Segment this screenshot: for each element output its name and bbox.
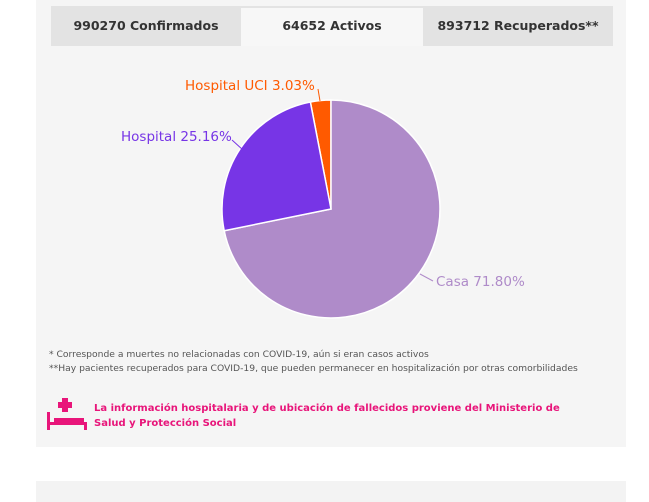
slice-hospital[interactable] (221, 101, 332, 232)
page-edge (630, 0, 649, 502)
leader-line-hospital (231, 139, 244, 151)
tab-activos[interactable]: 64652 Activos (241, 6, 423, 46)
case-tabs: 990270 Confirmados 64652 Activos 893712 … (51, 6, 613, 46)
tab-confirmados[interactable]: 990270 Confirmados (51, 6, 241, 46)
next-card (36, 481, 626, 502)
source-note: La información hospitalaria y de ubicaci… (94, 403, 560, 429)
leader-line-casa (419, 273, 434, 282)
slice-casa[interactable] (223, 99, 441, 319)
footnote-muertes: * Corresponde a muertes no relacionadas … (49, 349, 429, 360)
label-hospital: Hospital 25.16% (121, 129, 232, 145)
footnotes: * Corresponde a muertes no relacionadas … (49, 348, 629, 376)
leader-line-uci (317, 88, 321, 102)
hospital-bed-icon (47, 398, 87, 430)
label-hospital-uci: Hospital UCI 3.03% (185, 78, 315, 94)
footnote-recuperados: **Hay pacientes recuperados para COVID-1… (49, 363, 578, 374)
label-casa: Casa 71.80% (436, 274, 525, 290)
tab-recuperados[interactable]: 893712 Recuperados** (423, 6, 613, 46)
